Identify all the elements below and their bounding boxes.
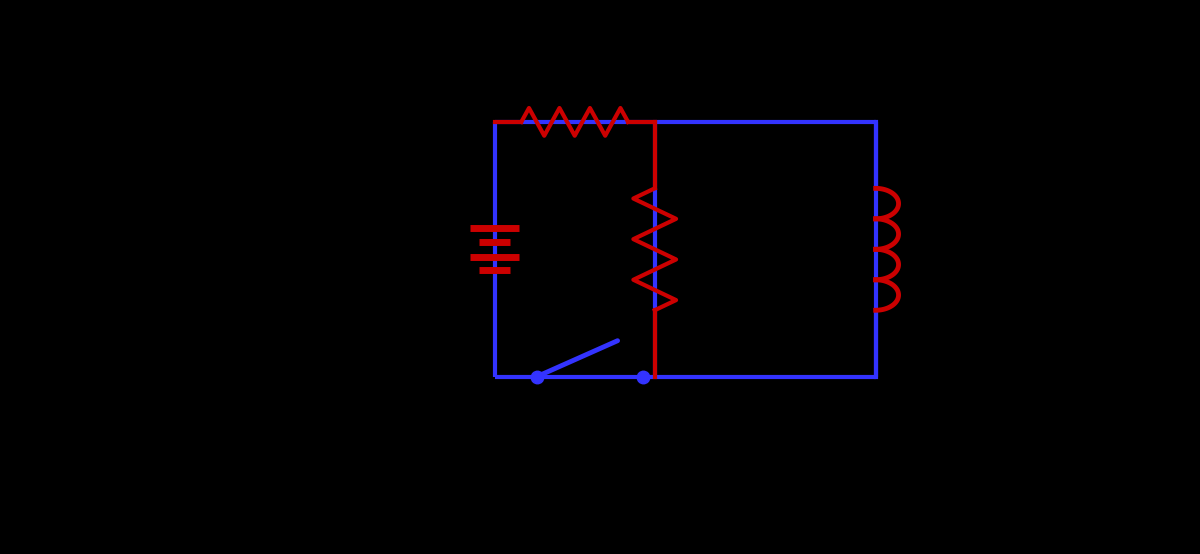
Text: What is the current through the inductor L just after the switch is closed?: What is the current through the inductor…	[240, 47, 848, 65]
Text: L: L	[796, 232, 818, 266]
Text: Suppose Consider the circuit below. Switch S is closed at t = 0.: Suppose Consider the circuit below. Swit…	[277, 16, 811, 33]
Text: (c) 3 A: (c) 3 A	[517, 525, 568, 541]
Text: 2Ω: 2Ω	[562, 235, 610, 264]
Text: (b) 1 A: (b) 1 A	[388, 525, 439, 541]
Text: 6V: 6V	[433, 235, 478, 264]
Text: 1Ω: 1Ω	[551, 65, 599, 94]
Text: (e) None of the above: (e) None of the above	[762, 525, 929, 541]
Text: 16.: 16.	[240, 16, 269, 33]
Text: S: S	[578, 403, 602, 437]
Text: (a) 0 A: (a) 0 A	[251, 525, 301, 541]
Text: (d) 2 A: (d) 2 A	[640, 525, 691, 541]
